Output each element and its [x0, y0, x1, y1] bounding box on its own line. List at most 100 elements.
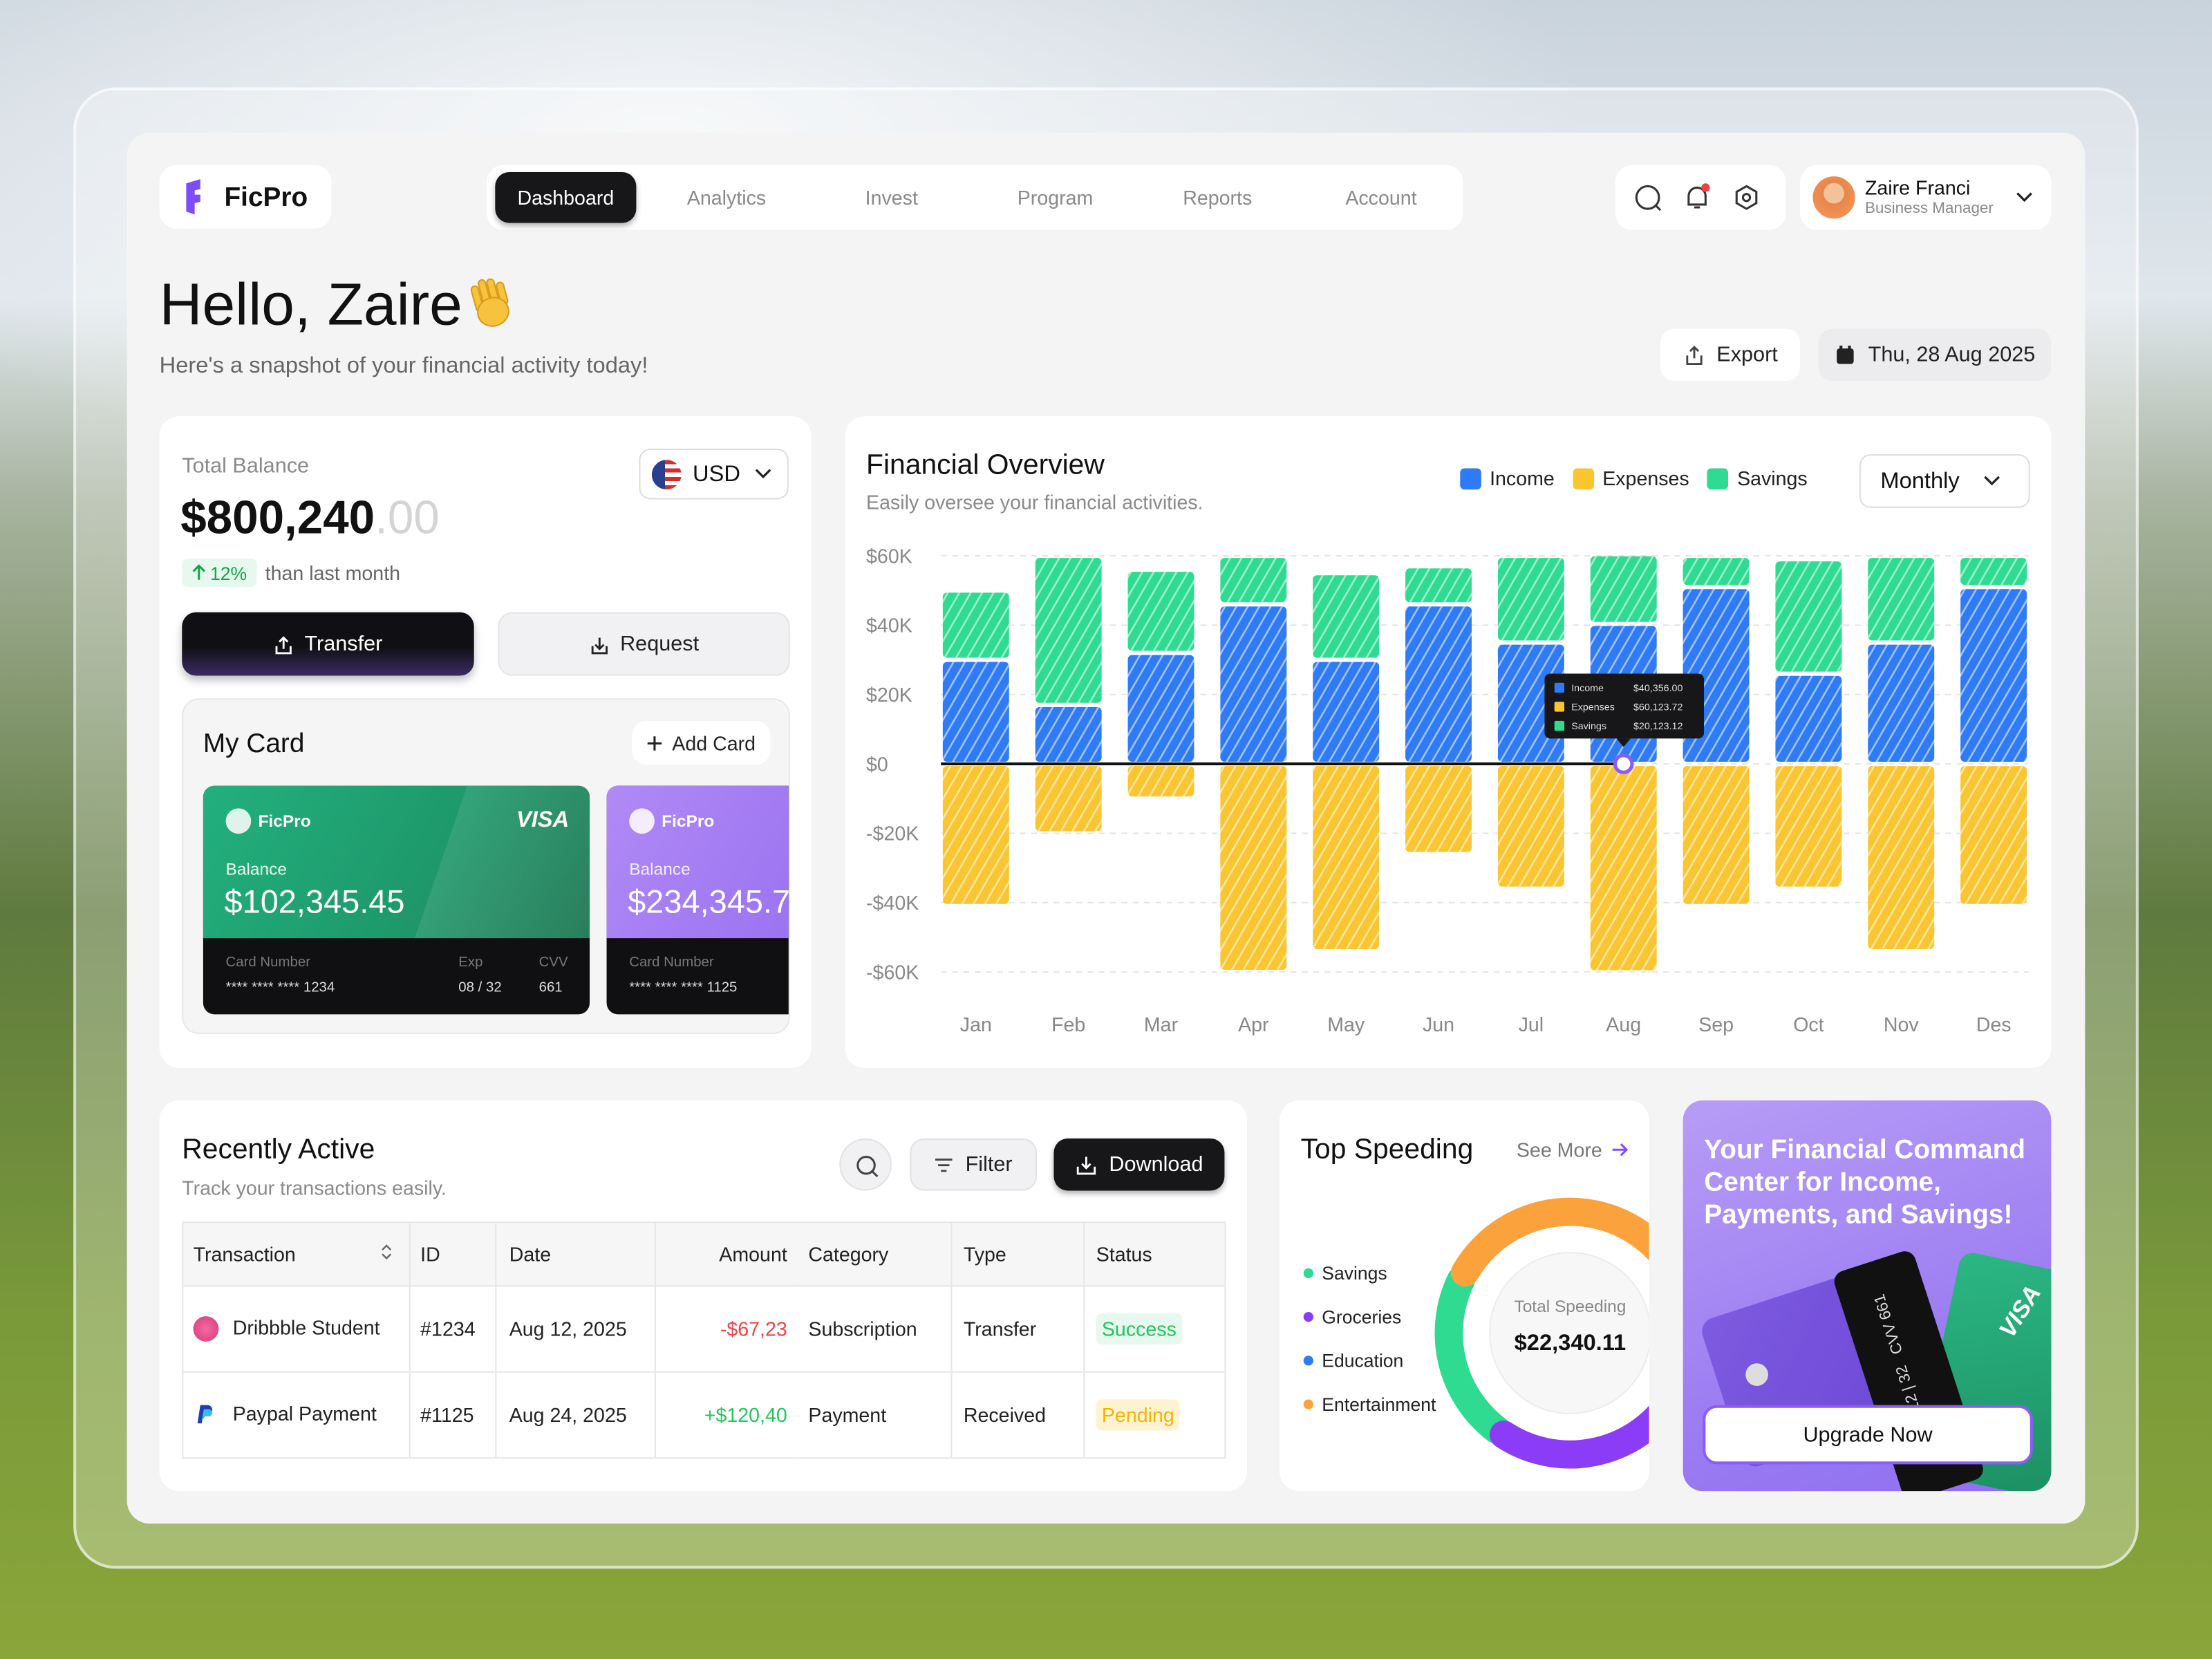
promo-cvv: CVV 661 — [1871, 1291, 1907, 1356]
transfer-button[interactable]: Transfer — [182, 612, 474, 676]
promo-network: VISA — [1994, 1280, 2047, 1342]
bank-card[interactable]: FicPro VISA Balance $102,345.45 Card Num… — [203, 785, 590, 1015]
overview-card: Financial Overview Easily oversee your f… — [845, 416, 2052, 1068]
cell: #1234 — [409, 1286, 497, 1372]
date-label: Thu, 28 Aug 2025 — [1868, 342, 2036, 367]
request-button[interactable]: Request — [498, 612, 790, 676]
legend-label: Entertainment — [1322, 1394, 1436, 1415]
card-exp: 08 / 32 — [458, 980, 502, 996]
x-tick-label: Sep — [1698, 1014, 1734, 1036]
transactions-title: Recently Active — [182, 1134, 375, 1165]
legend-item: Income — [1460, 467, 1555, 489]
download-button[interactable]: Download — [1053, 1138, 1225, 1191]
settings-icon — [1741, 193, 1752, 203]
transactions-table: Transaction ID Date Amount Category Type… — [182, 1221, 1226, 1459]
icon-path — [935, 1158, 953, 1172]
nav-item[interactable]: Analytics — [686, 186, 767, 209]
icon-path — [275, 635, 292, 654]
settings-icon[interactable] — [1735, 185, 1758, 210]
bar — [1683, 558, 1750, 585]
search-button[interactable] — [839, 1138, 892, 1191]
paypal-icon — [194, 1403, 219, 1428]
calendar-icon — [1837, 344, 1855, 364]
greeting-subtitle: Here's a snapshot of your financial acti… — [159, 354, 648, 378]
my-card-title: My Card — [203, 729, 305, 759]
nav-item[interactable]: Reports — [1183, 186, 1253, 209]
tooltip-swatch — [1554, 702, 1565, 712]
change-pill: 12% — [182, 559, 257, 587]
header-row: Transaction ID Date Amount Category Type… — [182, 1222, 1226, 1286]
calendar-shape — [1839, 344, 1843, 351]
search-icon[interactable] — [1635, 185, 1660, 210]
cell: Aug 12, 2025 — [496, 1286, 656, 1372]
see-more-label: See More — [1516, 1138, 1602, 1161]
period-select[interactable]: Monthly — [1859, 454, 2030, 508]
table-row[interactable]: Paypal Payment #1125 Aug 24, 2025 +$120,… — [182, 1371, 1226, 1459]
bar — [1590, 766, 1657, 971]
icon-path — [1077, 1156, 1096, 1174]
bell-icon[interactable] — [1687, 186, 1707, 209]
legend-label: Education — [1322, 1350, 1404, 1371]
transactions-subtitle: Track your transactions easily. — [182, 1177, 447, 1199]
arrow-icon — [1612, 1143, 1628, 1156]
see-more[interactable]: See More — [1517, 1138, 1628, 1161]
profile[interactable]: Zaire Franci Business Manager — [1800, 165, 2052, 230]
chevron — [1984, 476, 2000, 486]
upgrade-button[interactable]: Upgrade Now — [1703, 1405, 2033, 1465]
x-tick-label: Jun — [1423, 1014, 1454, 1036]
card-brand: FicPro — [662, 811, 715, 832]
bar — [1775, 766, 1842, 887]
nav-item[interactable]: Account — [1345, 186, 1417, 209]
legend-swatch — [1573, 467, 1594, 489]
nav-item[interactable]: Invest — [865, 186, 918, 209]
filter-button[interactable]: Filter — [910, 1138, 1037, 1191]
table-row[interactable]: Dribbble Student #1234 Aug 12, 2025 -$67… — [182, 1286, 1226, 1372]
logo[interactable]: FicPro — [159, 165, 332, 229]
card-balance-label: Balance — [225, 859, 288, 879]
total-label: Total Speeding — [1514, 1297, 1626, 1316]
column-header: Type — [951, 1222, 1085, 1286]
total-value: $22,340.11 — [1515, 1329, 1627, 1355]
x-tick-label: Apr — [1238, 1014, 1269, 1036]
bar — [942, 766, 1009, 904]
export-path — [1686, 345, 1703, 364]
promo-title: Your Financial Command Center for Income… — [1704, 1135, 2025, 1230]
bar — [1590, 556, 1657, 622]
donut-segment — [1451, 1197, 1649, 1287]
date-button[interactable]: Thu, 28 Aug 2025 — [1818, 328, 2052, 382]
upload-icon — [275, 635, 292, 654]
legend-item: Groceries — [1303, 1295, 1436, 1338]
balance-amount: $800,240.00 — [180, 491, 440, 545]
currency-select[interactable]: USD — [639, 448, 789, 500]
balance-whole: $800,240 — [180, 491, 375, 543]
chevron — [755, 469, 771, 479]
promo-card: Your Financial Command Center for Income… — [1683, 1100, 2052, 1492]
spending-title: Top Speeding — [1300, 1134, 1474, 1165]
request-label: Request — [620, 632, 700, 656]
nav-item[interactable]: Dashboard — [495, 171, 637, 223]
plus-icon — [648, 735, 663, 750]
bar — [1313, 662, 1380, 762]
shape — [470, 278, 509, 327]
icon-path — [201, 1409, 213, 1421]
column-header: Date — [496, 1222, 656, 1286]
column-header[interactable]: Transaction — [182, 1222, 411, 1286]
x-tick-label: Jan — [960, 1014, 992, 1036]
logo-shape — [186, 179, 200, 215]
filter-label: Filter — [965, 1152, 1013, 1177]
up-arrow — [192, 564, 205, 580]
add-card-button[interactable]: Add Card — [632, 720, 771, 765]
export-button[interactable]: Export — [1660, 328, 1801, 382]
nav-item[interactable]: Program — [1017, 186, 1094, 209]
bank-card[interactable]: FicPro Balance $234,345.7 Card Number **… — [606, 785, 790, 1015]
column-header: Amount — [719, 1242, 787, 1266]
bar — [942, 592, 1009, 658]
card-balance: $234,345.7 — [628, 883, 790, 920]
bar — [1220, 606, 1287, 762]
legend-swatch — [1460, 467, 1481, 489]
tooltip — [1544, 673, 1705, 739]
bar — [1220, 558, 1287, 603]
tooltip-label: Savings — [1571, 721, 1606, 732]
download-label: Download — [1109, 1152, 1203, 1177]
